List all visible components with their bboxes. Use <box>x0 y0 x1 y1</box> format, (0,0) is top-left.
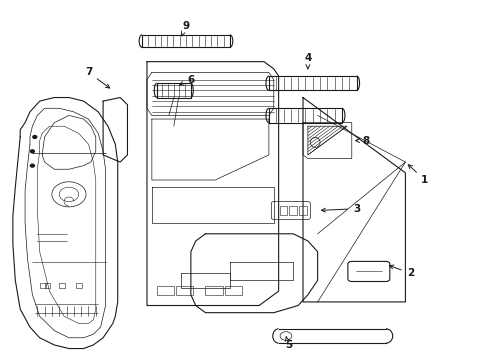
Bar <box>40 283 45 288</box>
Bar <box>279 206 287 215</box>
Text: 4: 4 <box>304 53 311 69</box>
Bar <box>289 206 297 215</box>
Bar <box>59 283 65 288</box>
Bar <box>224 286 242 295</box>
Circle shape <box>30 150 34 153</box>
Text: 6: 6 <box>179 75 194 85</box>
Bar <box>76 283 82 288</box>
Text: 5: 5 <box>284 337 291 350</box>
Bar <box>176 286 193 295</box>
Text: 1: 1 <box>407 165 427 185</box>
Text: 9: 9 <box>181 21 189 36</box>
Text: 3: 3 <box>321 204 360 214</box>
Circle shape <box>33 135 37 138</box>
Circle shape <box>30 164 34 167</box>
Text: 8: 8 <box>355 136 369 145</box>
Bar <box>299 206 306 215</box>
Bar <box>205 286 222 295</box>
Bar <box>157 286 173 295</box>
Text: 2: 2 <box>389 265 413 278</box>
Text: 7: 7 <box>84 67 109 88</box>
Bar <box>44 283 50 288</box>
